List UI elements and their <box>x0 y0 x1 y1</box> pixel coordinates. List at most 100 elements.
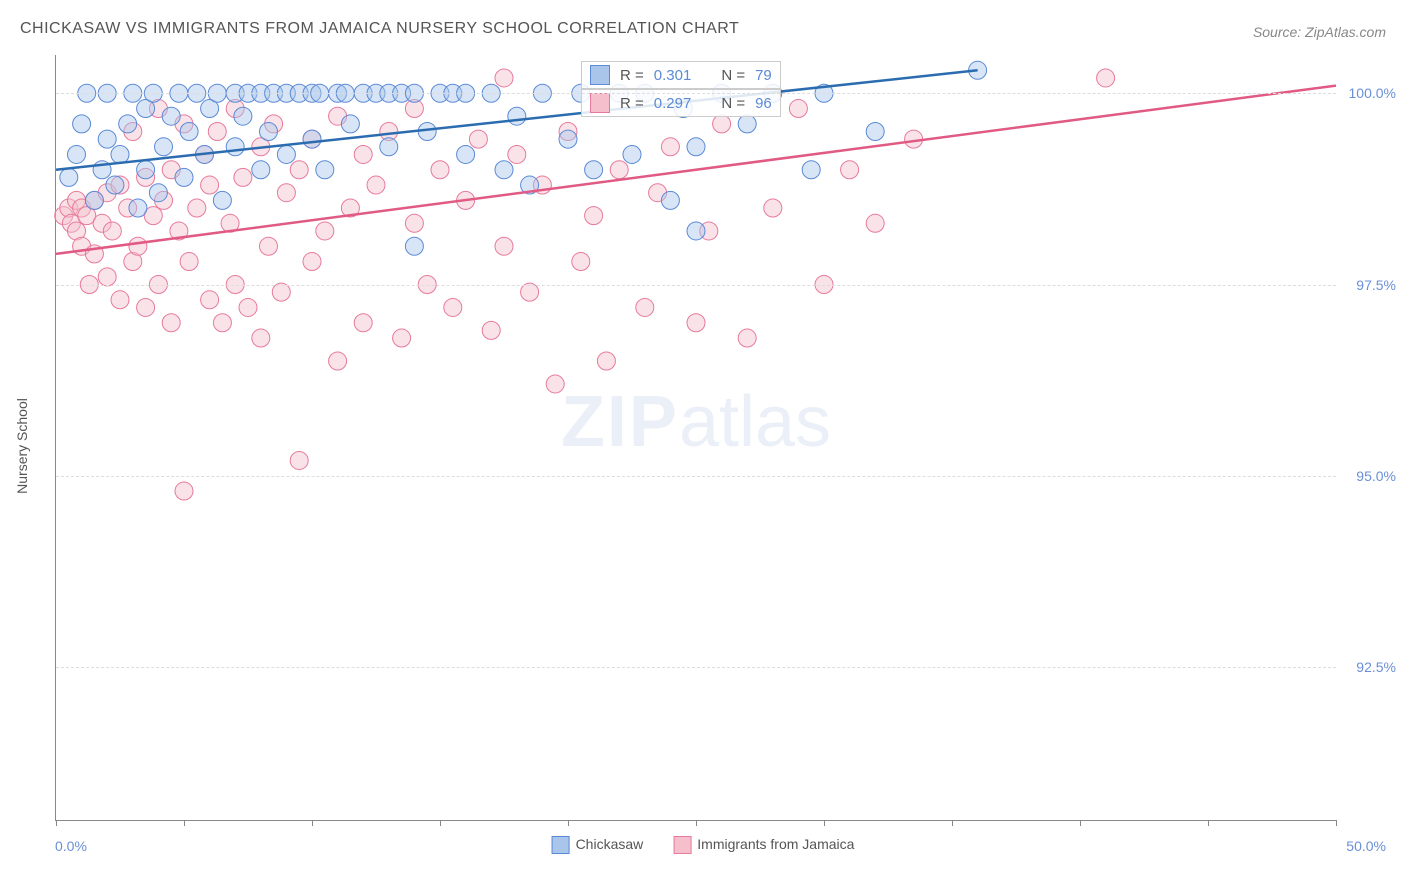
legend: Chickasaw Immigrants from Jamaica <box>552 836 855 854</box>
scatter-point <box>789 100 807 118</box>
y-tick-label: 100.0% <box>1349 85 1396 101</box>
scatter-point <box>585 207 603 225</box>
x-tick <box>824 820 825 826</box>
scatter-point <box>290 161 308 179</box>
scatter-point <box>623 145 641 163</box>
scatter-point <box>73 115 91 133</box>
y-axis-title: Nursery School <box>14 398 30 494</box>
y-tick-label: 97.5% <box>1356 277 1396 293</box>
scatter-point <box>213 191 231 209</box>
legend-swatch-a <box>552 836 570 854</box>
scatter-point <box>111 291 129 309</box>
scatter-point <box>431 161 449 179</box>
scatter-point <box>201 176 219 194</box>
scatter-point <box>661 138 679 156</box>
scatter-point <box>162 107 180 125</box>
scatter-point <box>405 214 423 232</box>
x-tick <box>1208 820 1209 826</box>
scatter-point <box>98 130 116 148</box>
chart-title: CHICKASAW VS IMMIGRANTS FROM JAMAICA NUR… <box>20 20 739 38</box>
scatter-point <box>208 123 226 141</box>
scatter-point <box>559 130 577 148</box>
scatter-point <box>866 123 884 141</box>
legend-swatch-b <box>673 836 691 854</box>
scatter-point <box>137 161 155 179</box>
scatter-point <box>155 138 173 156</box>
chart-container: CHICKASAW VS IMMIGRANTS FROM JAMAICA NUR… <box>0 0 1406 892</box>
scatter-point <box>661 191 679 209</box>
scatter-point <box>866 214 884 232</box>
x-tick <box>1080 820 1081 826</box>
scatter-point <box>303 253 321 271</box>
stats-box-a: R = 0.301 N = 79 <box>581 61 781 89</box>
scatter-point <box>738 115 756 133</box>
scatter-point <box>175 168 193 186</box>
y-tick-label: 92.5% <box>1356 659 1396 675</box>
scatter-point <box>482 321 500 339</box>
scatter-point <box>508 107 526 125</box>
scatter-point <box>103 222 121 240</box>
scatter-point <box>106 176 124 194</box>
scatter-point <box>354 314 372 332</box>
scatter-point <box>252 329 270 347</box>
scatter-point <box>188 199 206 217</box>
scatter-point <box>405 237 423 255</box>
scatter-point <box>585 161 603 179</box>
y-tick-label: 95.0% <box>1356 468 1396 484</box>
source-attribution: Source: ZipAtlas.com <box>1253 24 1386 40</box>
scatter-point <box>380 138 398 156</box>
scatter-point <box>316 222 334 240</box>
scatter-point <box>119 115 137 133</box>
scatter-point <box>841 161 859 179</box>
scatter-point <box>546 375 564 393</box>
scatter-point <box>277 145 295 163</box>
x-tick <box>184 820 185 826</box>
scatter-point <box>226 138 244 156</box>
gridline <box>56 93 1336 94</box>
scatter-point <box>393 329 411 347</box>
scatter-point <box>67 145 85 163</box>
scatter-point <box>367 176 385 194</box>
scatter-point <box>137 298 155 316</box>
scatter-point <box>457 145 475 163</box>
gridline <box>56 667 1336 668</box>
x-tick <box>952 820 953 826</box>
scatter-point <box>713 115 731 133</box>
scatter-point <box>316 161 334 179</box>
scatter-point <box>341 115 359 133</box>
legend-item-b: Immigrants from Jamaica <box>673 836 854 854</box>
scatter-point <box>597 352 615 370</box>
scatter-point <box>290 451 308 469</box>
scatter-point <box>259 123 277 141</box>
scatter-point <box>687 314 705 332</box>
gridline <box>56 285 1336 286</box>
scatter-point <box>444 298 462 316</box>
scatter-point <box>469 130 487 148</box>
scatter-point <box>239 298 257 316</box>
scatter-point <box>234 168 252 186</box>
x-axis-min-label: 0.0% <box>55 838 87 854</box>
scatter-point <box>495 237 513 255</box>
scatter-point <box>234 107 252 125</box>
scatter-point <box>213 314 231 332</box>
x-tick <box>440 820 441 826</box>
scatter-point <box>129 199 147 217</box>
scatter-point <box>162 314 180 332</box>
scatter-point <box>354 145 372 163</box>
scatter-point <box>85 191 103 209</box>
x-tick <box>312 820 313 826</box>
scatter-point <box>687 222 705 240</box>
x-axis-max-label: 50.0% <box>1346 838 1386 854</box>
scatter-point <box>687 138 705 156</box>
x-tick <box>696 820 697 826</box>
scatter-point <box>201 291 219 309</box>
scatter-point <box>98 268 116 286</box>
scatter-point <box>521 283 539 301</box>
scatter-point <box>180 123 198 141</box>
scatter-point <box>272 283 290 301</box>
scatter-point <box>277 184 295 202</box>
gridline <box>56 476 1336 477</box>
scatter-point <box>610 161 628 179</box>
scatter-point <box>252 161 270 179</box>
x-tick <box>56 820 57 826</box>
